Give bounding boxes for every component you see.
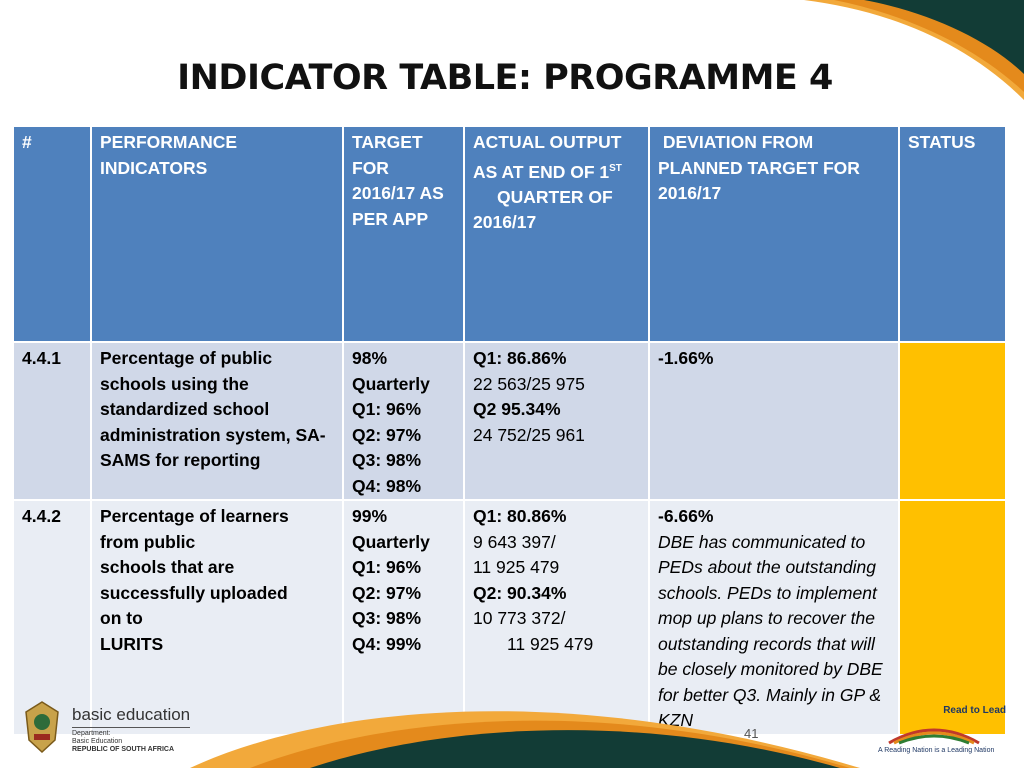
table-header-row: # PERFORMANCE INDICATORS TARGET FOR 2016… bbox=[12, 125, 1007, 343]
actual-line: Q2: 90.34% bbox=[473, 582, 567, 603]
status-indicator bbox=[898, 499, 1007, 736]
actual-line: Q1: 86.86% bbox=[473, 348, 567, 368]
logo-divider bbox=[72, 727, 190, 728]
decorative-swoosh-bottom bbox=[190, 711, 860, 768]
target-line: 99% bbox=[352, 506, 388, 526]
actual-line: 24 752/25 961 bbox=[473, 424, 585, 445]
target-line: Q2: 97% bbox=[352, 582, 422, 603]
header-deviation: DEVIATION FROM PLANNED TARGET FOR 2016/1… bbox=[648, 125, 900, 343]
indicator-text: Percentage of learners from public schoo… bbox=[90, 499, 344, 736]
actual-line: 9 643 397/ bbox=[473, 531, 556, 552]
target-line: Q4: 99% bbox=[352, 633, 422, 654]
row-number: 4.4.2 bbox=[12, 499, 92, 736]
read-to-lead-tagline: A Reading Nation is a Leading Nation bbox=[878, 747, 995, 754]
page-number: 41 bbox=[744, 726, 759, 741]
basic-education-logo: basic education Department: Basic Educat… bbox=[22, 700, 192, 758]
read-to-lead-title: Read to Lead bbox=[943, 705, 1006, 716]
target-line: Q2: 97% bbox=[352, 424, 422, 445]
page-title: INDICATOR TABLE: PROGRAMME 4 bbox=[177, 58, 833, 98]
actual-cell: Q1: 80.86% 9 643 397/ 11 925 479 Q2: 90.… bbox=[463, 499, 650, 736]
indicator-line: Percentage of learners bbox=[100, 506, 289, 526]
actual-line: 22 563/25 975 bbox=[473, 373, 585, 394]
target-line: Q3: 98% bbox=[352, 608, 422, 628]
deviation-value: -6.66% bbox=[658, 506, 714, 526]
actual-line: 10 773 372/ bbox=[473, 608, 566, 628]
decorative-swoosh-top bbox=[804, 0, 1024, 100]
row-number: 4.4.1 bbox=[12, 341, 92, 501]
actual-cell: Q1: 86.86% 22 563/25 975 Q2 95.34% 24 75… bbox=[463, 341, 650, 501]
status-indicator bbox=[898, 341, 1007, 501]
header-actual: ACTUAL OUTPUT AS AT END OF 1ST QUARTER OF… bbox=[463, 125, 650, 343]
indicator-text: Percentage of public schools using the s… bbox=[90, 341, 344, 501]
indicator-line: successfully uploaded bbox=[100, 582, 288, 603]
logo-line1: Department: bbox=[72, 730, 111, 737]
actual-line: 11 925 479 bbox=[473, 557, 560, 577]
indicator-line: on to bbox=[100, 608, 143, 628]
header-target: TARGET FOR 2016/17 AS PER APP bbox=[342, 125, 465, 343]
header-indicators: PERFORMANCE INDICATORS bbox=[90, 125, 344, 343]
target-cell: 98% Quarterly Q1: 96% Q2: 97% Q3: 98% Q4… bbox=[342, 341, 465, 501]
header-actual-post: QUARTER OF 2016/17 bbox=[473, 186, 613, 233]
target-line: Q3: 98% bbox=[352, 450, 422, 470]
header-deviation-label: DEVIATION FROM PLANNED TARGET FOR 2016/1… bbox=[658, 132, 860, 203]
deviation-cell: -6.66% DBE has communicated to PEDs abou… bbox=[648, 499, 900, 736]
indicator-table: # PERFORMANCE INDICATORS TARGET FOR 2016… bbox=[12, 125, 1007, 736]
coat-of-arms-icon bbox=[25, 701, 59, 754]
header-num: # bbox=[12, 125, 92, 343]
target-cell: 99% Quarterly Q1: 96% Q2: 97% Q3: 98% Q4… bbox=[342, 499, 465, 736]
target-line: Quarterly bbox=[352, 531, 430, 552]
logo-dept-text: Department: Basic Education REPUBLIC OF … bbox=[72, 730, 174, 754]
logo-name: basic education bbox=[72, 705, 191, 724]
logo-line2: Basic Education bbox=[72, 738, 123, 745]
indicator-line: schools that are bbox=[100, 557, 235, 577]
indicator-line: from public bbox=[100, 531, 196, 552]
header-actual-pre: ACTUAL OUTPUT AS AT END OF 1 bbox=[473, 132, 622, 182]
target-line: Q1: 96% bbox=[352, 399, 422, 419]
table-row: 4.4.2 Percentage of learners from public… bbox=[12, 499, 1007, 736]
actual-line: Q2 95.34% bbox=[473, 399, 561, 419]
target-line: 98% bbox=[352, 348, 388, 368]
header-actual-sup: ST bbox=[609, 162, 622, 174]
logo-line3: REPUBLIC OF SOUTH AFRICA bbox=[72, 746, 175, 753]
deviation-cell: -1.66% bbox=[648, 341, 900, 501]
table-row: 4.4.1 Percentage of public schools using… bbox=[12, 341, 1007, 501]
target-line: Q1: 96% bbox=[352, 557, 422, 577]
actual-line: 11 925 479 bbox=[507, 633, 594, 654]
header-status: STATUS bbox=[898, 125, 1007, 343]
target-line: Quarterly bbox=[352, 373, 430, 394]
indicator-line: LURITS bbox=[100, 633, 164, 654]
deviation-note: DBE has communicated to PEDs about the o… bbox=[658, 531, 883, 731]
book-icon bbox=[888, 728, 980, 745]
target-line: Q4: 98% bbox=[352, 475, 422, 496]
actual-line: Q1: 80.86% bbox=[473, 506, 567, 526]
read-to-lead-logo: Read to Lead A Reading Nation is a Leadi… bbox=[876, 703, 1016, 761]
